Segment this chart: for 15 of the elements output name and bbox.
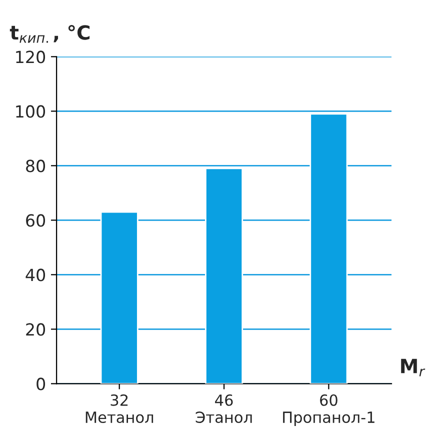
bar <box>310 113 348 384</box>
y-tick-label: 40 <box>26 268 46 282</box>
y-tick-label: 0 <box>36 378 46 390</box>
x-axis-title: M$_{r}$ <box>401 358 426 376</box>
y-tick-label: 20 <box>26 323 46 336</box>
bar <box>205 168 244 384</box>
y-tick-label: 80 <box>26 160 46 172</box>
x-tick-label: 32 Метанол <box>86 394 154 424</box>
bar <box>100 211 138 384</box>
x-tick-label: 60 Пропанол-1 <box>283 394 374 426</box>
y-axis-title: t$_{кип.}$, °C <box>10 24 90 43</box>
x-tick-label: 46 Этанол <box>196 394 252 424</box>
y-tick-label: 100 <box>16 105 46 118</box>
y-tick-label: 60 <box>26 214 46 227</box>
y-tick-label: 120 <box>16 50 46 64</box>
